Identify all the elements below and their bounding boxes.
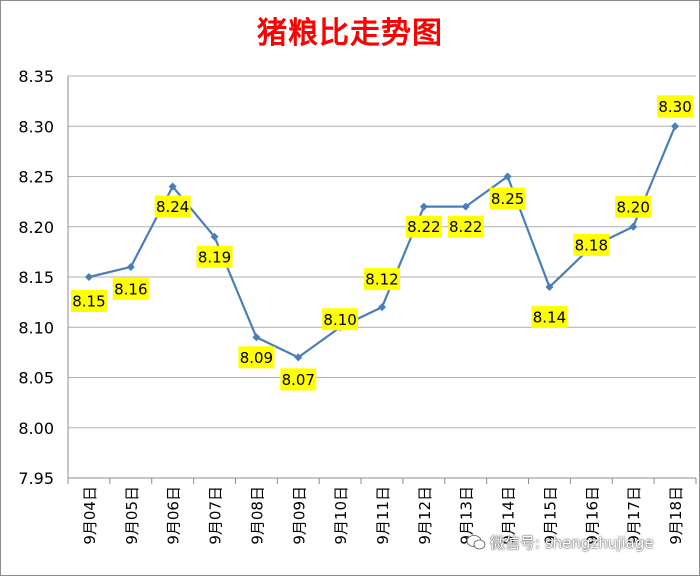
- y-tick-label: 7.95: [18, 469, 54, 488]
- data-point: [629, 222, 638, 231]
- data-label: 8.18: [575, 236, 608, 254]
- x-tick-label: 9月12日: [416, 486, 434, 545]
- data-point: [378, 303, 386, 312]
- data-point: [168, 182, 177, 191]
- x-tick-label: 9月11日: [374, 486, 392, 545]
- data-label: 8.07: [282, 371, 315, 389]
- watermark: 微信号: shengzhujiage: [466, 532, 654, 553]
- x-tick-label: 9月07日: [207, 486, 225, 545]
- x-tick-label: 9月05日: [123, 486, 141, 545]
- data-label-box: [573, 233, 610, 256]
- data-label-box: [322, 308, 359, 331]
- data-label-box: [364, 268, 400, 291]
- y-tick-label: 8.35: [18, 67, 54, 86]
- data-label: 8.10: [323, 311, 356, 329]
- watermark-text: 微信号: shengzhujiage: [490, 534, 654, 552]
- data-label-box: [615, 195, 652, 218]
- data-point: [419, 202, 428, 211]
- y-tick-label: 8.30: [18, 117, 54, 136]
- data-label: 8.14: [533, 309, 566, 327]
- data-point: [503, 172, 512, 181]
- data-point: [84, 273, 93, 281]
- y-tick-label: 8.25: [18, 168, 54, 187]
- data-label: 8.24: [156, 198, 189, 216]
- data-label: 8.30: [658, 98, 691, 116]
- data-point: [671, 122, 680, 131]
- data-label-box: [238, 346, 275, 369]
- data-label-box: [405, 215, 442, 238]
- data-label-box: [657, 95, 694, 118]
- x-tick-label: 9月09日: [290, 486, 308, 545]
- x-tick-label: 9月15日: [541, 486, 559, 545]
- chart-title: 猪粮比走势图: [257, 16, 443, 51]
- data-label-box: [196, 245, 233, 268]
- data-point: [210, 232, 219, 241]
- data-label-box: [154, 195, 191, 218]
- data-label-box: [280, 368, 317, 391]
- data-point: [126, 262, 135, 271]
- data-label: 8.15: [72, 293, 105, 311]
- x-tick-label: 9月14日: [500, 486, 518, 545]
- data-label: 8.19: [198, 248, 231, 266]
- wechat-icon: [466, 535, 486, 550]
- y-tick-label: 8.15: [18, 268, 54, 287]
- x-tick-label: 9月13日: [458, 486, 476, 545]
- y-tick-label: 8.10: [18, 318, 54, 337]
- data-label-box: [112, 277, 149, 300]
- x-tick-label: 9月17日: [625, 486, 643, 545]
- x-tick-label: 9月08日: [248, 486, 266, 545]
- x-tick-label: 9月06日: [165, 486, 183, 545]
- x-tick-label: 9月10日: [332, 486, 350, 545]
- x-tick-label: 9月16日: [583, 486, 601, 545]
- data-label: 8.09: [240, 349, 273, 367]
- y-tick-label: 8.05: [18, 369, 54, 388]
- data-label-box: [489, 187, 526, 210]
- data-label: 8.12: [365, 271, 398, 289]
- data-point: [252, 333, 261, 342]
- data-label: 8.22: [407, 218, 440, 236]
- data-label: 8.25: [491, 190, 524, 208]
- x-tick-label: 9月18日: [667, 486, 685, 545]
- data-label: 8.22: [449, 218, 482, 236]
- data-label: 8.20: [616, 198, 649, 216]
- data-point: [461, 202, 470, 211]
- data-point: [545, 283, 554, 292]
- y-tick-label: 8.00: [18, 419, 54, 438]
- y-tick-label: 8.20: [18, 218, 54, 237]
- data-point: [294, 353, 303, 362]
- data-label-box: [447, 215, 484, 238]
- x-tick-label: 9月04日: [81, 486, 99, 545]
- data-label-box: [531, 306, 568, 329]
- data-label-box: [70, 290, 107, 312]
- data-label: 8.16: [114, 280, 147, 298]
